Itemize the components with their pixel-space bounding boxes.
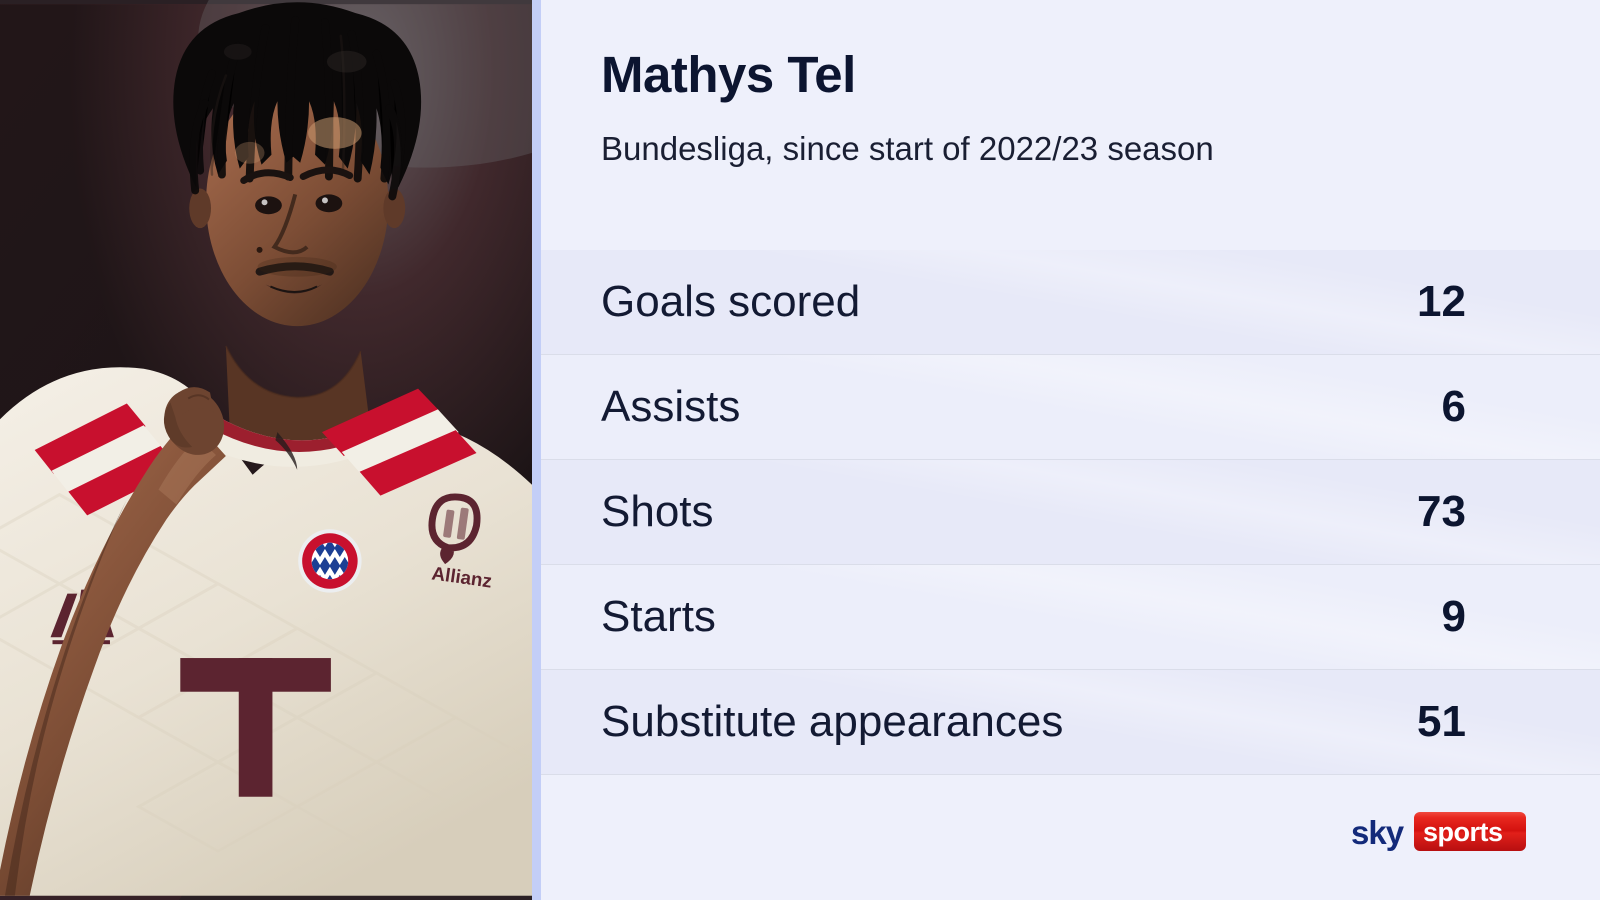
svg-text:sky: sky <box>1351 814 1405 851</box>
svg-text:sports: sports <box>1423 817 1503 847</box>
